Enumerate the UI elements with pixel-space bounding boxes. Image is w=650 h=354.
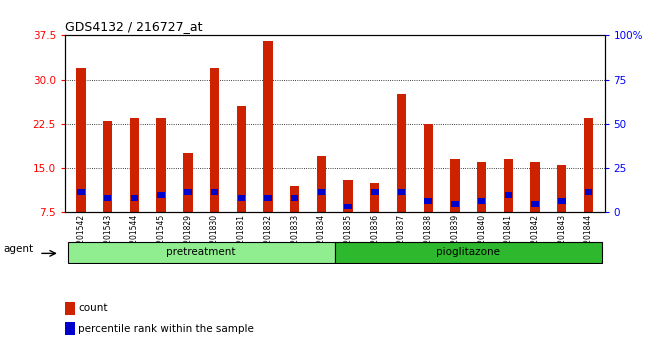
Bar (370, 183, 380, 212)
Bar (557, 165, 566, 212)
Bar (504, 159, 513, 212)
Text: count: count (79, 303, 108, 313)
Bar (263, 41, 272, 212)
Bar (130, 118, 139, 212)
Bar (424, 124, 433, 212)
Bar (451, 201, 459, 206)
Bar (157, 118, 166, 212)
Bar (477, 162, 486, 212)
Bar (424, 198, 432, 204)
Bar (265, 195, 272, 201)
Bar (450, 159, 460, 212)
Bar (210, 68, 219, 212)
Bar (183, 153, 192, 212)
Text: agent: agent (3, 244, 33, 254)
Bar (103, 121, 112, 212)
Text: pretreatment: pretreatment (166, 247, 236, 257)
Bar (317, 156, 326, 212)
Bar (237, 195, 245, 201)
Bar (397, 95, 406, 212)
Bar (131, 195, 138, 201)
Bar (65, 322, 75, 335)
Text: percentile rank within the sample: percentile rank within the sample (79, 324, 254, 334)
Bar (77, 189, 84, 195)
Text: pioglitazone: pioglitazone (436, 247, 500, 257)
Bar (76, 68, 86, 212)
Bar (584, 118, 593, 212)
Bar (585, 189, 592, 195)
Bar (291, 195, 298, 201)
Bar (335, 242, 602, 263)
Bar (290, 186, 300, 212)
Bar (344, 204, 352, 210)
Bar (371, 189, 378, 195)
Bar (343, 180, 353, 212)
Bar (157, 192, 165, 198)
Bar (65, 302, 75, 314)
Bar (318, 189, 325, 195)
Bar (68, 242, 335, 263)
Bar (398, 189, 405, 195)
Bar (104, 195, 111, 201)
Text: GDS4132 / 216727_at: GDS4132 / 216727_at (65, 20, 203, 33)
Bar (531, 201, 539, 206)
Bar (237, 106, 246, 212)
Bar (184, 189, 192, 195)
Bar (530, 162, 540, 212)
Bar (558, 198, 566, 204)
Bar (211, 189, 218, 195)
Bar (478, 198, 486, 204)
Bar (504, 192, 512, 198)
